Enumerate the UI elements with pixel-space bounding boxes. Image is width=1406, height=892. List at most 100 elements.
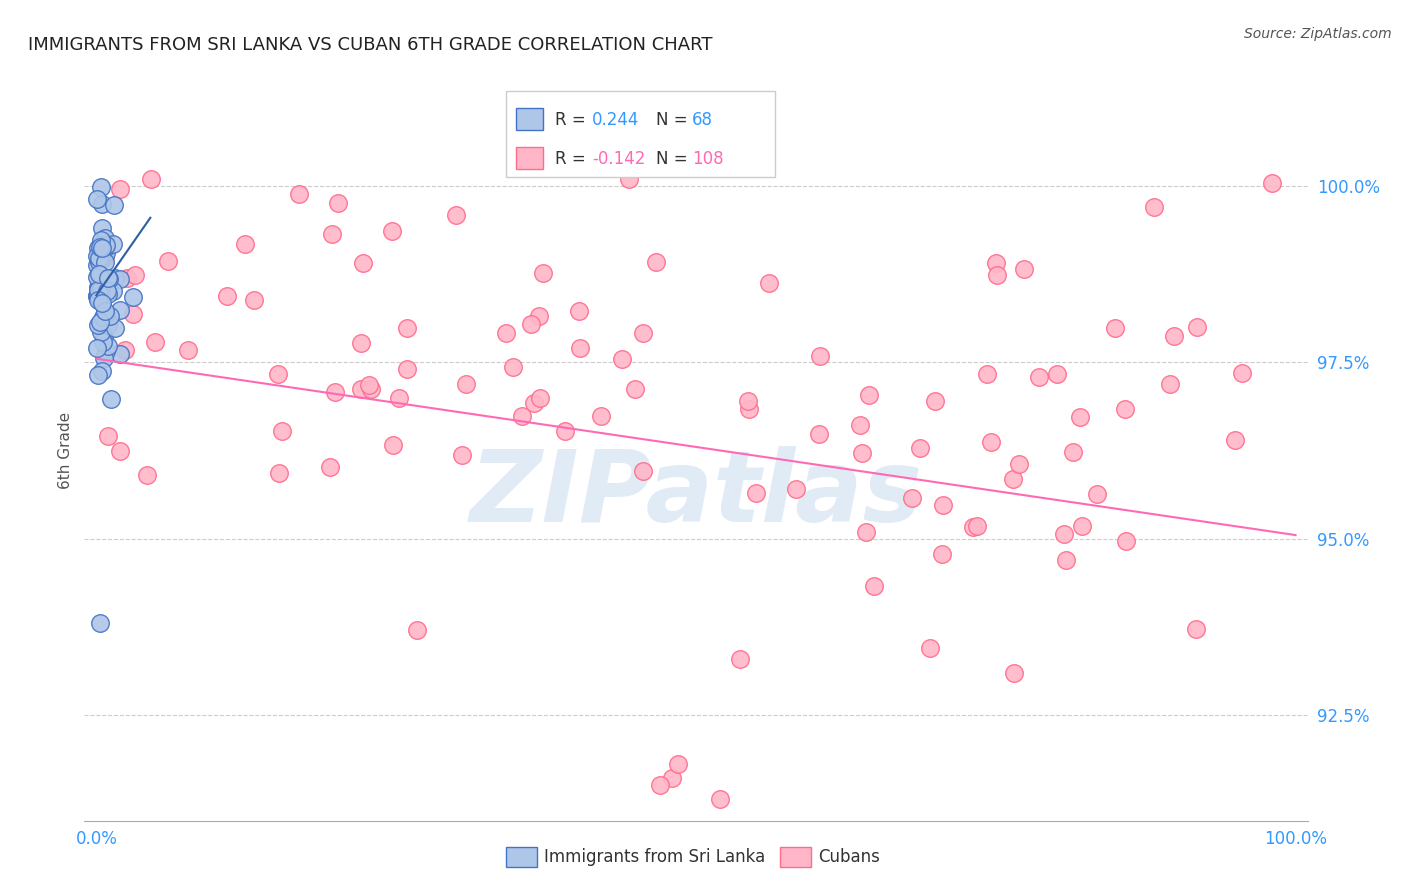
Point [267, 368, 290, 382]
Point [323, 385, 346, 400]
Point [94, 230, 117, 244]
Point [97, 286, 120, 301]
Point [156, 254, 179, 268]
Point [1012, 262, 1035, 277]
Point [103, 198, 125, 212]
Point [94, 308, 117, 322]
Point [908, 441, 931, 455]
Point [242, 293, 264, 307]
Point [110, 182, 132, 196]
Point [851, 446, 873, 460]
Point [94, 343, 117, 358]
Point [93, 351, 115, 365]
Point [87, 289, 110, 303]
Point [924, 393, 946, 408]
Text: ZIPatlas: ZIPatlas [470, 446, 922, 543]
Point [849, 417, 872, 432]
Point [858, 388, 880, 402]
Point [233, 237, 256, 252]
Point [91, 296, 114, 310]
Point [624, 382, 647, 396]
Point [1115, 534, 1137, 549]
Point [90, 282, 112, 296]
Point [1114, 401, 1136, 416]
Point [529, 392, 551, 406]
Point [93, 318, 115, 332]
Point [661, 772, 683, 786]
Point [986, 268, 1008, 283]
Point [89, 238, 111, 252]
Point [554, 424, 576, 438]
Point [1002, 666, 1025, 681]
Point [86, 249, 108, 263]
Point [97, 270, 120, 285]
Point [502, 360, 524, 375]
Point [110, 347, 132, 361]
Point [98, 309, 121, 323]
Point [110, 302, 132, 317]
Point [90, 364, 112, 378]
Point [87, 241, 110, 255]
Point [90, 180, 112, 194]
Point [395, 362, 418, 376]
Point [114, 343, 136, 357]
Point [1054, 552, 1077, 566]
Point [97, 282, 120, 296]
Point [96, 245, 118, 260]
Point [108, 443, 131, 458]
Point [93, 304, 115, 318]
Point [406, 624, 429, 638]
Point [1142, 200, 1164, 214]
Point [270, 425, 292, 439]
Point [1062, 444, 1084, 458]
Text: 0.244: 0.244 [592, 112, 640, 129]
Point [90, 252, 112, 266]
Point [108, 271, 131, 285]
Point [862, 579, 884, 593]
Point [976, 367, 998, 381]
Point [1185, 623, 1208, 637]
Point [388, 392, 411, 406]
Point [966, 519, 988, 533]
Point [87, 283, 110, 297]
Point [986, 256, 1008, 270]
Point [931, 547, 953, 561]
Point [1053, 526, 1076, 541]
Point [91, 335, 114, 350]
Point [122, 307, 145, 321]
Point [644, 255, 666, 269]
Point [589, 409, 612, 423]
Text: Source: ZipAtlas.com: Source: ZipAtlas.com [1244, 27, 1392, 41]
Point [115, 271, 138, 285]
Point [962, 519, 984, 533]
Point [136, 467, 159, 482]
Point [352, 256, 374, 270]
Point [531, 266, 554, 280]
Point [357, 378, 380, 392]
Point [785, 482, 807, 496]
Point [350, 382, 373, 396]
Point [666, 757, 689, 772]
Point [93, 284, 115, 298]
Point [90, 197, 112, 211]
Point [87, 267, 110, 281]
Point [87, 277, 110, 292]
Text: R =: R = [555, 112, 592, 129]
Point [745, 486, 768, 500]
FancyBboxPatch shape [506, 91, 776, 177]
Point [91, 241, 114, 255]
Point [855, 524, 877, 539]
Point [103, 236, 125, 251]
Point [89, 240, 111, 254]
Point [382, 438, 405, 452]
Point [1046, 367, 1069, 381]
Point [143, 335, 166, 350]
Text: Immigrants from Sri Lanka: Immigrants from Sri Lanka [544, 848, 765, 866]
Text: 68: 68 [692, 112, 713, 129]
Y-axis label: 6th Grade: 6th Grade [58, 412, 73, 489]
Point [451, 449, 474, 463]
Point [381, 224, 404, 238]
Point [93, 330, 115, 344]
Point [1008, 457, 1031, 471]
Point [523, 396, 546, 410]
